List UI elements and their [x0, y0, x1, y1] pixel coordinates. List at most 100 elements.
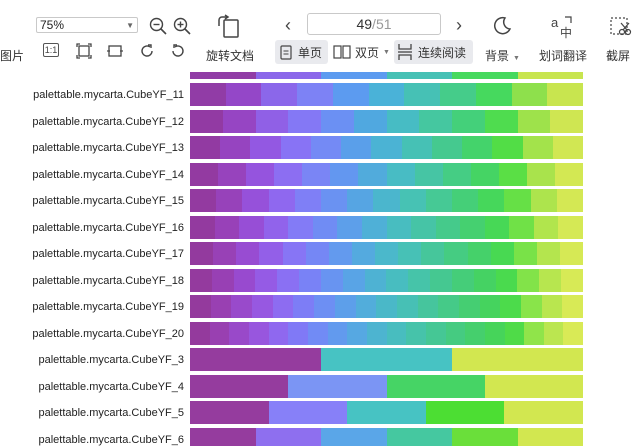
continuous-reading-label: 连续阅读: [418, 45, 467, 60]
translate-label[interactable]: 划词翻译: [539, 49, 588, 63]
screenshot-label[interactable]: 截屏: [606, 49, 631, 63]
page-input[interactable]: 49/51: [307, 13, 441, 35]
rotate-document-icon[interactable]: [215, 13, 243, 41]
chevron-right-icon[interactable]: ›: [456, 14, 462, 35]
palette-swatch: [368, 83, 405, 106]
moon-icon[interactable]: [490, 14, 514, 38]
palette-swatch: [517, 427, 583, 446]
continuous-reading-icon: [397, 44, 413, 60]
palette-bar: [190, 109, 583, 133]
palette-swatch: [190, 401, 269, 424]
palette-swatch: [375, 242, 399, 265]
fit-width-icon[interactable]: [106, 42, 124, 60]
palette-label: palettable.mycarta.CubeYF_19: [32, 301, 184, 313]
palette-swatch: [524, 321, 544, 345]
palette-swatch: [513, 242, 537, 265]
palette-swatch: [465, 321, 485, 345]
palette-swatch: [498, 162, 527, 186]
palette-swatch: [399, 189, 426, 212]
fit-page-icon[interactable]: [75, 42, 93, 60]
palette-swatch: [386, 374, 485, 398]
picture-tool-label[interactable]: 图片: [0, 49, 25, 63]
palette-bar: [190, 215, 583, 239]
zoom-select[interactable]: 75% ▼: [36, 17, 138, 33]
single-page-button[interactable]: 单页: [275, 40, 328, 64]
palette-swatch: [396, 295, 418, 318]
actual-size-icon[interactable]: 1:1: [43, 43, 59, 57]
palette-row: palettable.mycarta.CubeYF_17: [0, 241, 634, 268]
zoom-in-icon[interactable]: [172, 16, 192, 36]
palette-swatch: [452, 348, 583, 371]
palette-swatch: [504, 321, 525, 345]
chevron-down-icon: ▼: [126, 21, 134, 30]
palette-label: palettable.mycarta.CubeYF_16: [32, 221, 184, 234]
double-page-button[interactable]: 双页 ▼: [333, 40, 391, 64]
palette-swatch: [445, 321, 466, 345]
rotate-counterclockwise-icon[interactable]: [169, 42, 187, 60]
palette-swatch: [236, 242, 260, 265]
palette-swatch: [504, 189, 531, 212]
palette-swatch: [268, 189, 295, 212]
rotate-clockwise-icon[interactable]: [138, 42, 156, 60]
palette-swatch: [337, 215, 362, 239]
palette-swatch: [473, 268, 496, 292]
palette-row: palettable.mycarta.CubeYF_6: [0, 427, 634, 446]
palette-swatch: [509, 215, 534, 239]
chevron-left-icon[interactable]: ‹: [285, 14, 291, 35]
palette-swatch: [255, 109, 289, 133]
palette-swatch: [484, 321, 505, 345]
palette-row: palettable.mycarta.CubeYF_13: [0, 135, 634, 162]
palette-bar: [190, 295, 584, 318]
palette-swatch: [347, 401, 426, 424]
palette-swatch: [332, 83, 369, 106]
palette-swatch: [330, 162, 359, 186]
palette-swatch: [268, 321, 289, 345]
palette-swatch: [190, 83, 226, 106]
single-page-label: 单页: [298, 45, 323, 60]
palette-swatch: [467, 242, 491, 265]
palette-swatch: [543, 321, 564, 345]
palette-swatch: [272, 295, 294, 318]
palette-swatch: [556, 189, 584, 212]
palette-label: palettable.mycarta.CubeYF_18: [32, 274, 184, 287]
rotate-document-label[interactable]: 旋转文档: [206, 49, 255, 63]
double-page-icon: [333, 44, 351, 60]
continuous-reading-button[interactable]: 连续阅读: [394, 40, 473, 64]
palette-swatch: [190, 109, 223, 133]
zoom-out-icon[interactable]: [148, 16, 168, 36]
palette-swatch: [373, 189, 400, 212]
palette-swatch: [277, 268, 300, 292]
palette-swatch: [190, 374, 289, 398]
palette-swatch: [248, 321, 269, 345]
palette-bar: [190, 268, 583, 292]
palette-swatch: [552, 136, 584, 159]
zoom-value: 75%: [40, 18, 65, 32]
palette-swatch: [216, 189, 243, 212]
palette-swatch: [274, 162, 303, 186]
palette-swatch: [435, 215, 461, 239]
palette-swatch: [342, 268, 365, 292]
scissors-icon[interactable]: [607, 14, 633, 40]
palette-swatch: [452, 427, 518, 446]
palette-swatch: [334, 295, 356, 318]
palette-swatch: [425, 189, 453, 212]
svg-text:a: a: [551, 15, 559, 30]
palette-swatch: [500, 295, 521, 318]
palette-swatch: [404, 83, 441, 106]
palette-bar: [190, 162, 584, 186]
palette-label: palettable.mycarta.CubeYF_17: [32, 248, 184, 260]
palette-swatch: [263, 215, 289, 239]
palette-swatch: [425, 321, 446, 345]
palette-swatch: [411, 215, 436, 239]
palette-bar: [190, 189, 584, 212]
palette-bar: [190, 374, 583, 398]
palette-row: palettable.mycarta.CubeYF_19: [0, 294, 634, 321]
palette-swatch: [347, 189, 374, 212]
palette-swatch: [294, 189, 322, 212]
palette-swatch: [288, 374, 387, 398]
palette-bar: [190, 321, 584, 345]
background-button[interactable]: 背景 ▼: [485, 47, 520, 64]
palette-row: palettable.mycarta.CubeYF_18: [0, 268, 634, 295]
palette-swatch: [321, 427, 387, 446]
